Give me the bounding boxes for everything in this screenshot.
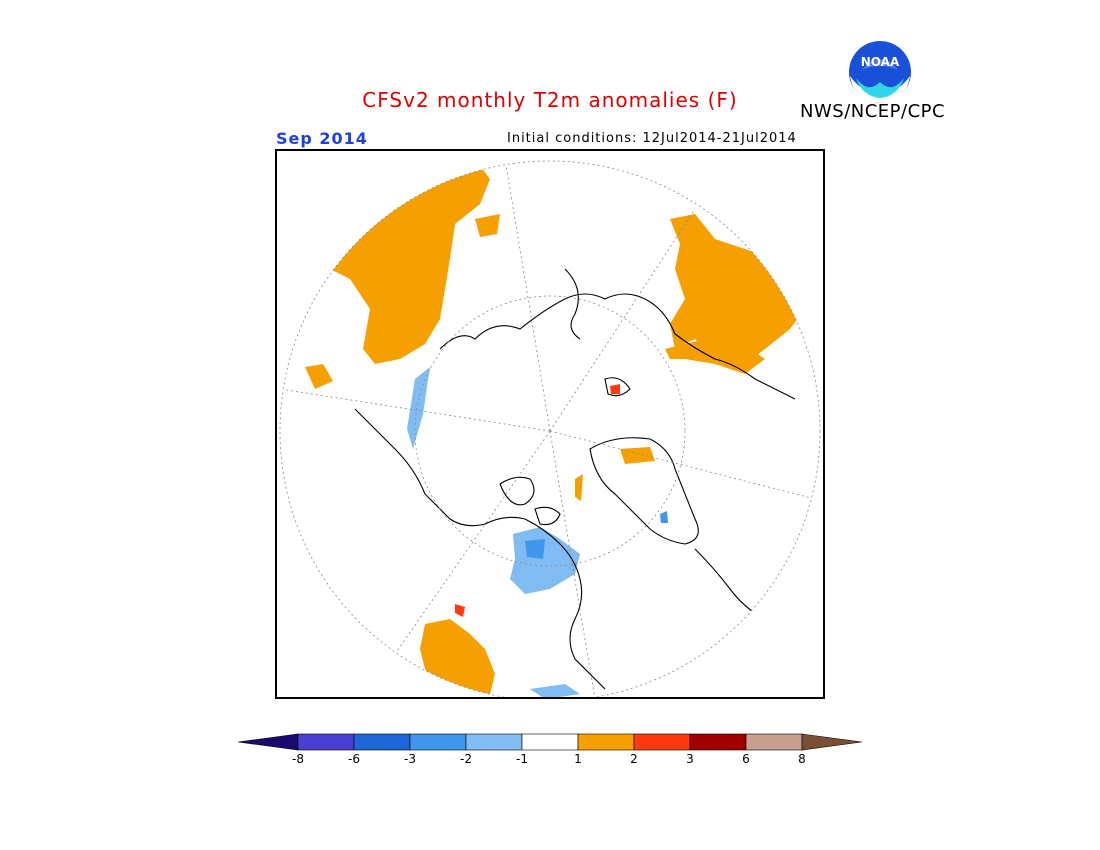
colorbar-bin-5 xyxy=(521,733,579,751)
warm-anomaly-europe xyxy=(670,214,805,364)
warm-anomaly-siberia xyxy=(620,447,655,464)
cool-anomaly-atlantic xyxy=(530,684,580,699)
colorbar-low-arrow xyxy=(238,733,299,751)
cool-anomaly-bering xyxy=(407,367,430,449)
colorbar-bin-8 xyxy=(689,733,747,751)
warm-anomaly-mediterranean xyxy=(665,339,765,374)
colorbar-bin-1 xyxy=(297,733,355,751)
noaa-logo-icon: NOAA xyxy=(849,41,911,103)
meridian-2 xyxy=(280,388,551,432)
colorbar-label: -2 xyxy=(460,752,472,766)
latitude-circle-inner xyxy=(414,295,686,567)
hot-anomaly-arctic xyxy=(610,384,620,394)
warm-anomaly-east-asia xyxy=(330,161,490,364)
agency-label: NWS/NCEP/CPC xyxy=(800,101,946,122)
colorbar-bin-3 xyxy=(409,733,467,751)
cool-anomaly-core xyxy=(525,539,545,559)
meridian-3 xyxy=(394,430,551,655)
colorbar-bin-2 xyxy=(353,733,411,751)
warm-anomaly-pacific xyxy=(475,214,500,237)
colorbar-bin-9 xyxy=(745,733,803,751)
map-border xyxy=(275,149,825,699)
forecast-month: Sep 2014 xyxy=(276,129,368,148)
warm-anomaly-greenland-edge xyxy=(575,474,583,501)
colorbar-label: 3 xyxy=(686,752,694,766)
colorbar-bin-6 xyxy=(577,733,635,751)
map-title: CFSv2 monthly T2m anomalies (F) xyxy=(362,88,738,112)
colorbar-bin-7 xyxy=(633,733,691,751)
colorbar-label: -1 xyxy=(516,752,528,766)
colorbar-label: 6 xyxy=(742,752,750,766)
coastline-svalbard xyxy=(604,377,631,397)
meridian-5 xyxy=(549,430,816,500)
colorbar xyxy=(238,733,862,751)
colorbar-label: 2 xyxy=(630,752,638,766)
colorbar-label: 8 xyxy=(798,752,806,766)
coastline-north-america xyxy=(354,408,606,690)
hot-anomaly-spot xyxy=(455,604,465,617)
coastline-scandinavia xyxy=(564,268,581,340)
initial-conditions: Initial conditions: 12Jul2014-21Jul2014 xyxy=(507,131,797,146)
svg-text:NOAA: NOAA xyxy=(861,55,900,69)
colorbar-high-arrow xyxy=(801,733,862,751)
coastline-asia xyxy=(439,293,796,400)
colorbar-label: 1 xyxy=(574,752,582,766)
colorbar-label: -6 xyxy=(348,752,360,766)
map-boundary xyxy=(279,160,821,699)
coastline-islands xyxy=(499,476,561,526)
anomaly-map xyxy=(275,149,825,699)
colorbar-label: -8 xyxy=(292,752,304,766)
coastline-greenland xyxy=(589,437,699,545)
meridian-4 xyxy=(549,430,596,699)
cool-anomaly-small xyxy=(660,511,668,523)
meridian-6 xyxy=(549,208,696,432)
colorbar-label: -3 xyxy=(404,752,416,766)
colorbar-bin-4 xyxy=(465,733,523,751)
warm-anomaly-japan xyxy=(305,364,333,389)
meridian-1 xyxy=(504,161,551,432)
